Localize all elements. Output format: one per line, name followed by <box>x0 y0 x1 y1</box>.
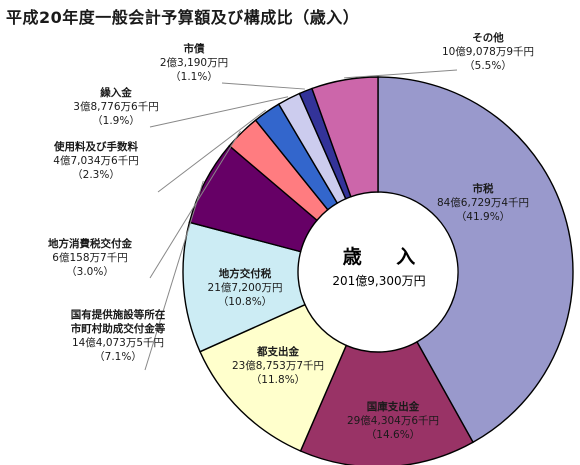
slice-label-4: 地方交付税 21億7,200万円（10.8%） <box>208 267 283 308</box>
center-title: 歳 入 <box>343 246 430 268</box>
slice-label-1: 市税 84億6,729万4千円（41.9%） <box>437 182 529 223</box>
leader-line-5 <box>144 180 204 371</box>
leader-line-7 <box>157 109 267 193</box>
slice-label-8: 繰入金 3億8,776万6千円（1.9%） <box>73 86 158 127</box>
leader-line-6 <box>149 130 241 279</box>
slice-label-3: 都支出金 23億8,753万7千円（11.8%） <box>232 345 324 386</box>
slice-10 <box>311 76 379 198</box>
slices-group <box>182 76 574 465</box>
slice-label-5: 国有提供施設等所在市町村助成交付金等 14億4,073万5千円（7.1%） <box>71 308 166 363</box>
slice-1 <box>377 76 574 444</box>
slice-2 <box>299 340 474 465</box>
leader-lines-group <box>144 69 458 371</box>
leader-line-9 <box>221 82 305 90</box>
leader-line-10 <box>344 69 458 79</box>
slice-label-10: その他 10億9,078万9千円（5.5%） <box>442 31 534 72</box>
slice-label-9: 市債 2億3,190万円（1.1%） <box>160 42 228 83</box>
labels-group: 市税 84億6,729万4千円（41.9%） 国庫支出金 29億4,304万6千円（1… <box>48 31 534 441</box>
slice-3 <box>199 303 348 452</box>
center-group: 歳 入 201億9,300万円 <box>332 246 430 288</box>
leader-line-8 <box>149 96 289 128</box>
slice-label-6: 地方消費税交付金 6億158万7千円（3.0%） <box>48 237 132 278</box>
slice-label-7: 使用料及び手数料 4億7,034万6千円（2.3%） <box>53 140 139 181</box>
slice-label-2: 国庫支出金 29億4,304万6千円（14.6%） <box>347 400 439 441</box>
chart-title: 平成20年度一般会計予算額及び構成比（歳入） <box>6 8 360 27</box>
center-amount: 201億9,300万円 <box>332 274 425 288</box>
